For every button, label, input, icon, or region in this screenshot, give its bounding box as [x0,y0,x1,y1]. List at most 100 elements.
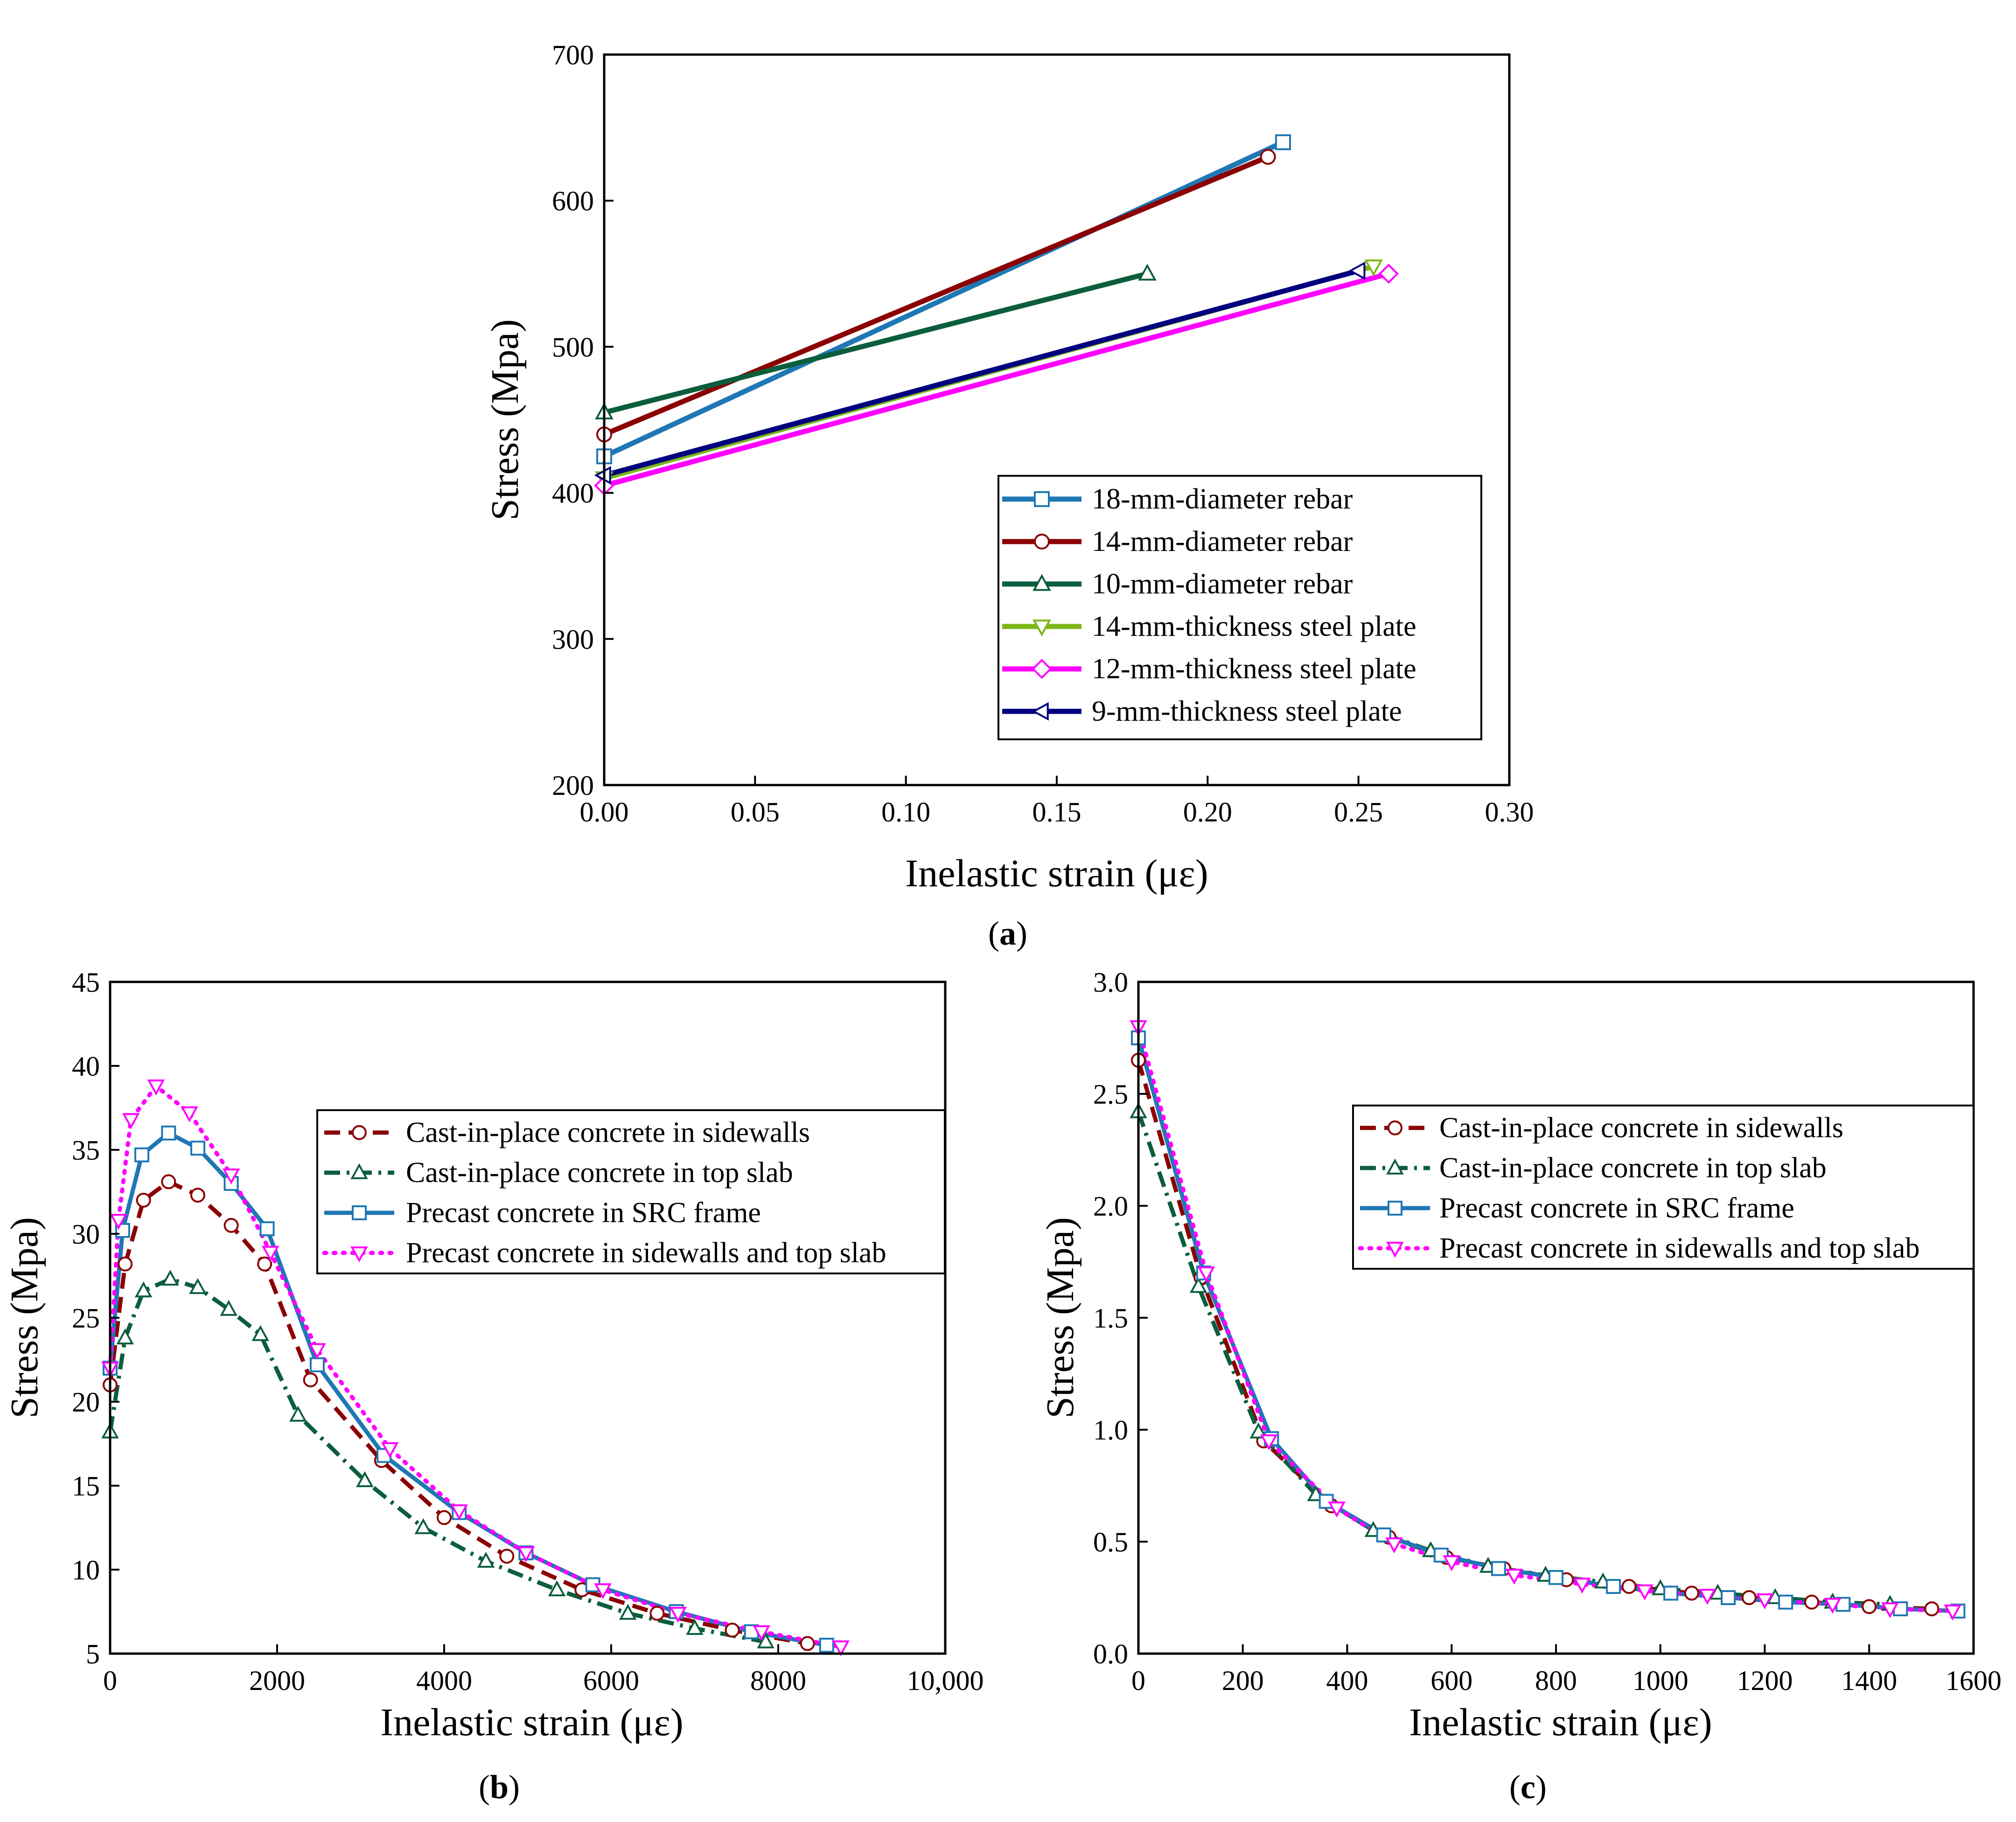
panel-c-y-tick-label: 1.5 [1093,1303,1128,1334]
panel-a-legend-box [998,475,1482,740]
panel-b-data-point [189,1278,207,1294]
panel-c-data-point [1573,1578,1591,1594]
panel-a-legend-label: 14-mm-thickness steel plate [1092,611,1416,642]
panel-b-x-tick-label: 10,000 [907,1665,984,1696]
panel-b-data-point [619,1604,637,1620]
panel-c-legend-label: Cast-in-place concrete in top slab [1439,1152,1827,1184]
panel-a-x-axis-title: Inelastic strain (με) [905,852,1208,895]
panel-a-series-line-3 [603,271,1148,415]
panel-b-x-tick-label: 0 [103,1665,117,1696]
panel-b-series-line-2 [108,1277,766,1644]
panel-b-data-point [548,1580,566,1597]
panel-c-x-tick-label: 200 [1222,1665,1264,1696]
panel-b-caption: (b) [479,1768,520,1806]
panel-b-data-point [220,1300,237,1316]
panel-b-data-point [259,1221,275,1237]
panel-c-data-point [1328,1502,1346,1518]
panel-a-legend-label: 10-mm-diameter rebar [1092,568,1353,600]
panel-b-data-point [251,1325,269,1341]
panel-a-data-point [1348,261,1366,280]
panel-b-y-tick-label: 25 [72,1303,100,1334]
panel-a-legend: 18-mm-diameter rebar 14-mm-diameter rebar… [998,475,1482,740]
panel-b-data-point [757,1632,774,1648]
panel-b-data-point [517,1546,535,1563]
panel-a-legend-marker [1034,491,1050,507]
panel-b-data-point [289,1405,307,1422]
panel-a-series-layer [594,134,1399,496]
panel-c-y-tick-label: 1.0 [1093,1415,1128,1446]
panel-b-data-point [800,1636,815,1651]
panel-c-x-tick-label: 1600 [1946,1665,2002,1696]
panel-c-data-point [1862,1599,1877,1614]
panel-b-data-point [669,1606,687,1623]
panel-c-data-point [1924,1601,1939,1616]
panel-b-data-point [110,1214,127,1230]
panel-b-data-point [450,1504,468,1521]
panel-b-data-point [115,1223,130,1238]
panel-c-x-tick-label: 600 [1430,1665,1472,1696]
panel-b-data-point [136,1193,151,1208]
panel-c-data-point [1684,1586,1699,1601]
panel-b-data-point [147,1079,165,1096]
panel-c-data-point [1824,1598,1842,1614]
panel-c-y-axis-title: Stress (Mpa) [1039,1217,1082,1419]
panel-a-y-tick-label: 400 [552,478,594,509]
panel-a-legend-label: 18-mm-diameter rebar [1092,483,1353,515]
panel-c-data-point [1804,1594,1820,1610]
panel-b-legend: Cast-in-place concrete in sidewalls Cast-… [316,1109,946,1274]
panel-c-x-tick-label: 1400 [1841,1665,1897,1696]
panel-a-x-tick-label: 0.00 [580,797,629,828]
panel-c-data-point [1189,1277,1207,1293]
panel-a-y-axis-title: Stress (Mpa) [483,319,527,521]
panel-c-data-point [1756,1593,1774,1610]
panel-c-x-tick-label: 800 [1535,1665,1577,1696]
panel-b-data-point [499,1549,515,1564]
panel-b-data-point [223,1218,239,1233]
panel-b-x-axis-title: Inelastic strain (με) [380,1701,683,1744]
panel-c-legend-marker [1386,1242,1404,1258]
panel-b-chart: 0 2000 4000 6000 8000 10,000 5 10 15 20 25 30 35 40 45… [3,967,984,1806]
panel-a-legend-marker [1032,659,1052,679]
panel-a-chart: 0.00 0.05 0.10 0.15 0.20 0.25 0.30 200 300 400 500… [483,40,1534,952]
panel-c-y-tick-label: 3.0 [1093,967,1128,998]
panel-a-y-tick-label: 200 [552,770,594,801]
panel-c-data-point [1385,1537,1403,1554]
panel-a-x-tick-label: 0.20 [1183,797,1232,828]
panel-b-legend-marker [352,1205,367,1220]
panel-b-y-axis-title: Stress (Mpa) [3,1217,46,1419]
panel-a-x-tick-label: 0.15 [1032,797,1081,828]
panel-c-data-point [1621,1579,1637,1594]
panel-b-x-tick-label: 2000 [249,1665,305,1696]
panel-c-legend-marker [1386,1158,1404,1175]
panel-a-y-tick-label: 300 [552,624,594,655]
panel-a-series-line-2 [603,154,1269,437]
panel-b-data-point [190,1188,205,1203]
panel-c-data-point [1663,1586,1679,1601]
panel-a-legend-marker [1032,619,1051,637]
panel-a-legend-marker [1032,574,1051,591]
panel-b-legend-marker [350,1163,368,1179]
panel-b-legend-marker [352,1125,367,1140]
panel-a-series-line-5 [603,271,1389,488]
panel-b-data-point [261,1245,279,1262]
panel-a-legend-marker [1034,534,1050,549]
panel-c-x-axis-title: Inelastic strain (με) [1409,1701,1712,1744]
panel-c-legend-marker [1388,1120,1402,1135]
panel-b-legend-label: Cast-in-place concrete in top slab [406,1157,793,1189]
panel-c-legend: Cast-in-place concrete in sidewalls Cast-… [1352,1105,1974,1270]
panel-b-y-tick-label: 5 [86,1639,100,1669]
panel-a-legend-label: 12-mm-thickness steel plate [1092,653,1416,685]
panel-b-y-tick-label: 45 [72,967,100,998]
panel-c-x-tick-label: 1200 [1737,1665,1793,1696]
panel-b-data-point [116,1328,134,1345]
panel-b-y-tick-label: 30 [72,1219,100,1250]
panel-a-data-point [1138,264,1157,281]
panel-b-data-point [161,1174,176,1189]
panel-a-data-point [1275,134,1291,150]
panel-a-caption: (a) [988,915,1027,952]
panel-c-data-point [1197,1266,1215,1283]
panel-b-data-point [832,1640,850,1656]
panel-b-data-point [725,1622,740,1638]
panel-c-plot-frame [1137,981,1975,1655]
